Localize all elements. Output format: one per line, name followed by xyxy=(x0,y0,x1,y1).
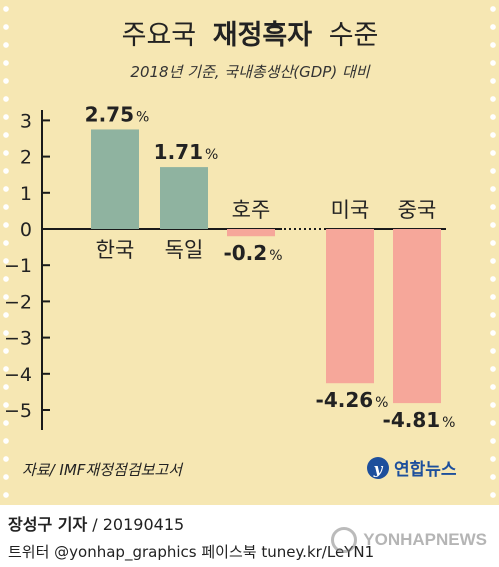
category-label-0: 한국 xyxy=(96,238,135,262)
y-tick-label: 3 xyxy=(20,110,32,132)
value-label-3: -4.26% xyxy=(316,388,389,412)
chart-title: 주요국 재정흑자 수준 xyxy=(122,20,379,51)
title-prefix: 주요국 xyxy=(122,20,197,51)
title-suffix: 수준 xyxy=(329,20,379,51)
reporter-line: 장성구 기자 / 20190415 xyxy=(8,511,184,535)
chart-subtitle: 2018년 기준, 국내총생산(GDP) 대비 xyxy=(130,63,370,81)
svg-text:y: y xyxy=(373,460,384,478)
bar-1 xyxy=(160,167,208,229)
value-label-4: -4.81% xyxy=(383,408,456,432)
brand-logo: y 연합뉴스 xyxy=(367,457,457,480)
y-tick-label: 0 xyxy=(20,219,32,241)
value-label-1: 1.71% xyxy=(154,140,219,164)
y-tick-label: −2 xyxy=(4,291,32,313)
perforation-left xyxy=(1,0,11,505)
reporter-name: 장성구 기자 xyxy=(8,515,88,534)
watermark-logo-icon xyxy=(331,527,358,553)
y-tick-label: −4 xyxy=(4,364,32,386)
source-text: 자료/ IMF재정점검보고서 xyxy=(22,461,184,479)
bar-4 xyxy=(393,229,441,404)
value-label-0: 2.75% xyxy=(85,102,150,126)
title-bold: 재정흑자 xyxy=(213,20,313,51)
watermark-text: YONHAPNEWS xyxy=(363,530,487,549)
category-label-1: 독일 xyxy=(165,238,204,262)
brand-name: 연합뉴스 xyxy=(394,459,457,480)
value-label-2: -0.2% xyxy=(223,241,282,265)
watermark: YONHAPNEWS xyxy=(331,525,487,555)
y-tick-label: −3 xyxy=(4,328,32,350)
y-tick-label: 1 xyxy=(20,183,32,205)
social-links: 트위터 @yonhap_graphics 페이스북 tuney.kr/LeYN1 xyxy=(8,543,375,561)
infographic-card: 주요국 재정흑자 수준 2018년 기준, 국내총생산(GDP) 대비 3 2 1 0… xyxy=(0,0,499,505)
category-label-3: 미국 xyxy=(331,198,370,222)
category-label-2: 호주 xyxy=(232,198,271,222)
y-axis-ticks: 3 2 1 0 −1 −2 −3 −4 −5 xyxy=(4,110,50,422)
bar-2 xyxy=(227,229,275,237)
category-labels: 한국 독일 호주 미국 중국 xyxy=(96,198,437,262)
credits-footer: 장성구 기자 / 20190415 트위터 @yonhap_graphics 페… xyxy=(0,505,499,567)
perforation-right xyxy=(488,0,498,505)
publish-date: / 20190415 xyxy=(87,515,185,534)
value-labels: 2.75 %1.71 % -0.2 % -4.26 %-4.81% xyxy=(85,102,456,432)
category-label-4: 중국 xyxy=(398,198,437,222)
y-tick-label: −5 xyxy=(4,400,32,422)
bars-group xyxy=(91,129,441,404)
fiscal-surplus-chart: 주요국 재정흑자 수준 2018년 기준, 국내총생산(GDP) 대비 3 2 1 0… xyxy=(4,20,457,480)
y-tick-label: −1 xyxy=(4,255,32,277)
y-tick-label: 2 xyxy=(20,147,32,169)
yonhap-logo-icon xyxy=(367,457,389,479)
bar-3 xyxy=(326,229,374,384)
bar-0 xyxy=(91,129,139,229)
